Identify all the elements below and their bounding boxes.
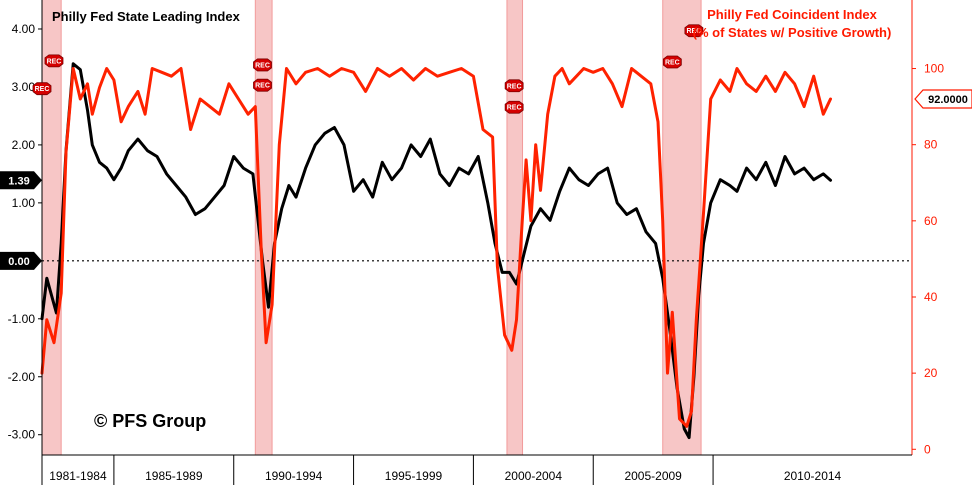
rec-marker-label: REC — [507, 105, 522, 112]
chart-title-right-line1: Philly Fed Coincident Index — [707, 7, 878, 22]
rec-marker-label: REC — [687, 28, 702, 35]
right-axis-tick-label: 40 — [924, 290, 938, 304]
zero-value-badge — [0, 251, 42, 270]
left-axis-tick-label: -2.00 — [8, 370, 36, 384]
recession-band — [42, 0, 62, 455]
x-axis-period-label: 2010-2014 — [784, 469, 842, 483]
axes: -3.00 -2.00 -1.00 0.00 1.00 2.00 3.00 4.00 0 20 40… — [8, 0, 944, 485]
coincident-index-value-label: 92.0000 — [928, 94, 968, 106]
rec-marker — [44, 54, 64, 68]
rec-marker — [253, 58, 272, 72]
left-axis-tick-label: 2.00 — [12, 138, 36, 152]
rec-marker-label: REC — [507, 83, 522, 90]
left-axis-tick-label: 1.00 — [12, 196, 36, 210]
left-axis-tick-label: -3.00 — [8, 428, 36, 442]
rec-marker — [32, 82, 52, 96]
right-axis-tick-label: 80 — [924, 138, 938, 152]
right-axis-tick-label: 0 — [924, 442, 931, 456]
rec-marker-label: REC — [255, 62, 270, 69]
coincident-index-line — [40, 67, 832, 428]
recession-band — [255, 0, 273, 455]
leading-index-value-label: 1.39 — [8, 175, 29, 187]
series-lines — [40, 62, 832, 440]
watermark: © PFS Group — [94, 411, 206, 431]
left-axis-tick-label: 3.00 — [12, 80, 36, 94]
leading-index-line — [40, 62, 832, 440]
rec-marker — [504, 100, 524, 114]
rec-marker — [253, 78, 272, 92]
right-axis-tick-label: 100 — [924, 62, 944, 76]
leading-index-value-badge — [0, 171, 42, 190]
x-axis-period-label: 2000-2004 — [505, 469, 563, 483]
x-axis-period-label: 1985-1989 — [145, 469, 203, 483]
x-axis-period-label: 1995-1999 — [385, 469, 443, 483]
right-axis-tick-label: 60 — [924, 214, 938, 228]
rec-markers: REC REC REC REC REC REC REC REC — [32, 24, 704, 114]
value-badges: 1.39 92.0000 0.00 — [0, 89, 972, 270]
rec-marker — [684, 24, 704, 38]
rec-marker-label: REC — [255, 83, 270, 90]
recession-band — [506, 0, 523, 455]
rec-marker — [662, 55, 682, 69]
x-axis-period-label: 1981-1984 — [49, 469, 107, 483]
chart-title-left: Philly Fed State Leading Index — [52, 9, 241, 24]
left-axis-tick-label: -1.00 — [8, 312, 36, 326]
left-axis-tick-label: 4.00 — [12, 22, 36, 36]
rec-marker-label: REC — [35, 86, 50, 93]
rec-marker — [504, 79, 524, 93]
x-axis-period-label: 1990-1994 — [265, 469, 323, 483]
rec-marker-label: REC — [665, 60, 680, 67]
coincident-index-value-badge — [914, 89, 972, 109]
x-axis-period-label: 2005-2009 — [624, 469, 682, 483]
zero-value-label: 0.00 — [8, 256, 29, 268]
rec-marker-label: REC — [47, 58, 62, 65]
right-axis-tick-label: 20 — [924, 366, 938, 380]
chart-title-right-line2: (% of States w/ Positive Growth) — [693, 25, 892, 40]
